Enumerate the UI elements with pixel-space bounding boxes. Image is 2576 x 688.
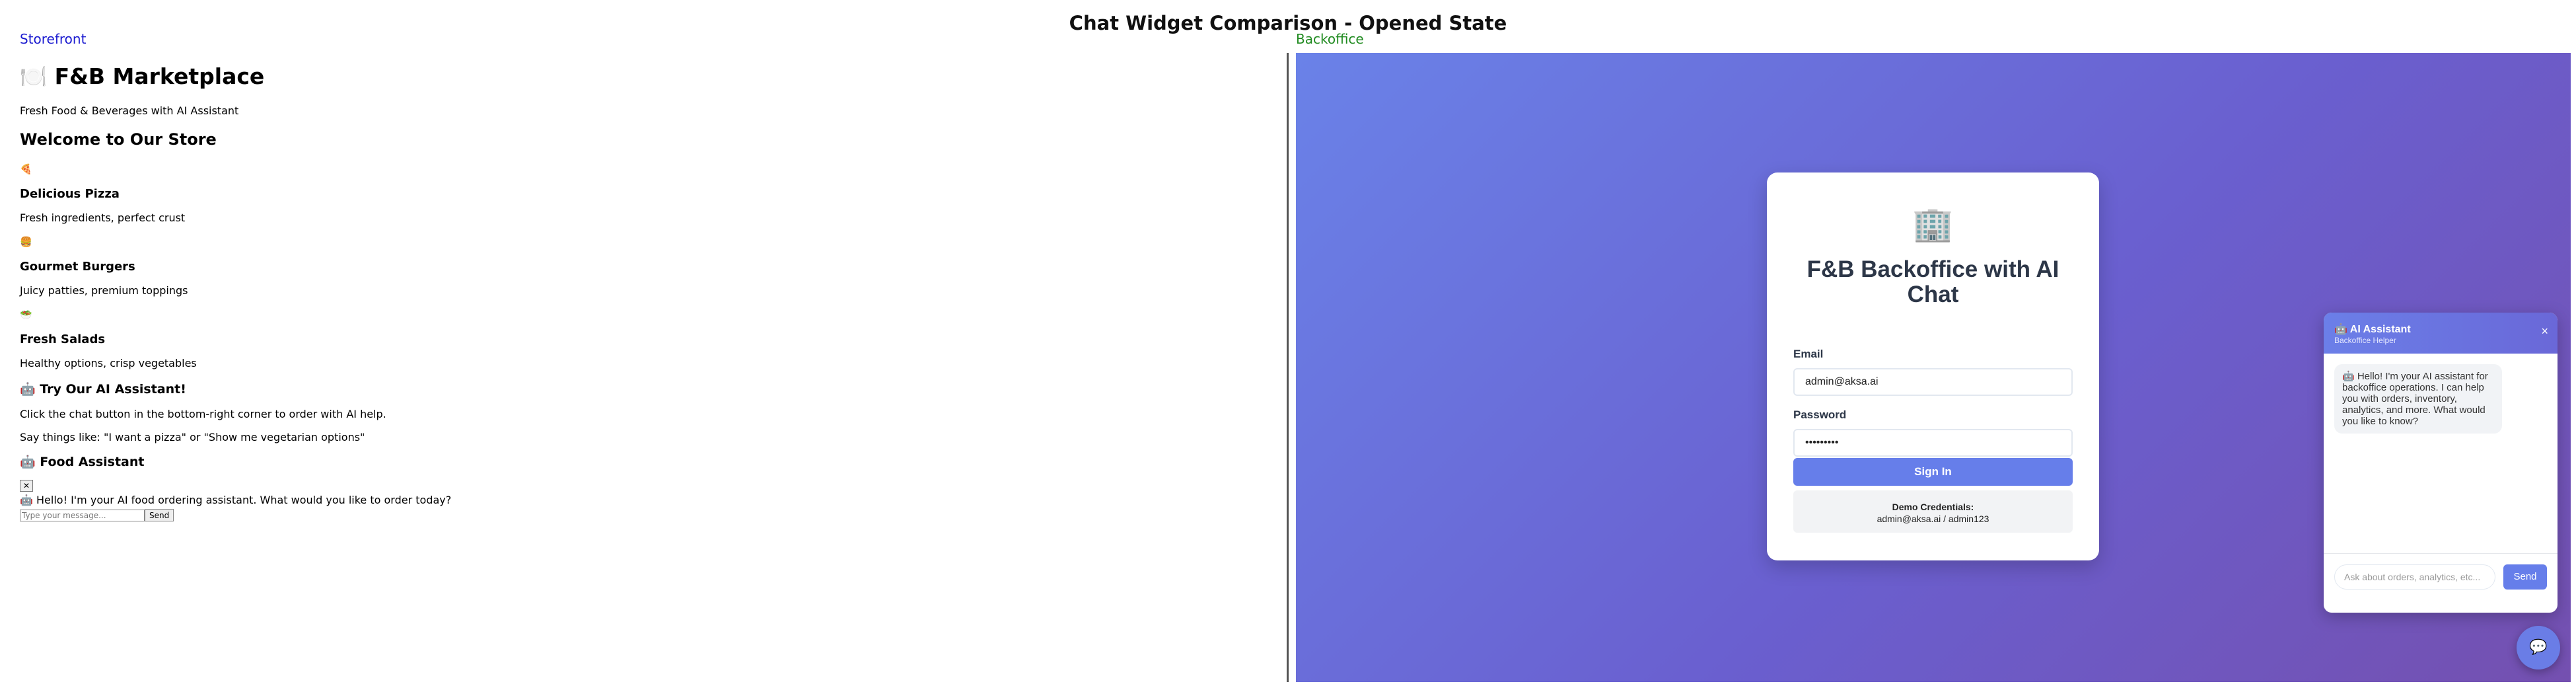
store-tagline: Fresh Food & Beverages with AI Assistant [20,104,239,117]
chat-message: 🤖 Hello! I'm your AI food ordering assis… [20,494,452,506]
product-description: Healthy options, crisp vegetables [20,357,197,369]
pane-divider [1287,53,1289,682]
pizza-icon: 🍕 [20,163,32,175]
store-brand: 🍽️ F&B Marketplace [20,63,265,89]
chat-send-button[interactable]: Send [145,509,174,521]
chat-toggle-button[interactable]: 💬 [2517,626,2560,669]
chat-title: 🤖 AI Assistant [2334,324,2411,335]
salad-icon: 🥗 [20,309,32,321]
storefront-pane: 🍽️ F&B Marketplace Fresh Food & Beverage… [20,63,1262,521]
chat-send-button[interactable]: Send [2503,564,2547,590]
chat-input[interactable] [20,509,145,521]
chat-bubble-icon: 💬 [2529,639,2548,656]
backoffice-pane: 🏢 F&B Backoffice with AI Chat Email admi… [1296,53,2571,682]
demo-credentials: Demo Credentials: admin@aksa.ai / admin1… [1793,490,2073,533]
sign-in-button[interactable]: Sign In [1793,458,2073,486]
assistant-message: 🤖 Hello! I'm your AI assistant for backo… [2334,364,2502,434]
food-assistant-title: 🤖 Food Assistant [20,455,145,469]
password-field[interactable]: ••••••••• [1793,429,2073,457]
password-label: Password [1793,408,1847,421]
ai-assistant-heading: 🤖 Try Our AI Assistant! [20,382,186,397]
chat-footer: Ask about orders, analytics, etc... Send [2324,553,2558,613]
login-card: 🏢 F&B Backoffice with AI Chat Email admi… [1767,172,2099,560]
chat-subtitle: Backoffice Helper [2334,336,2396,345]
product-description: Fresh ingredients, perfect crust [20,211,186,224]
ai-examples: Say things like: "I want a pizza" or "Sh… [20,431,365,443]
building-icon: 🏢 [1912,206,1954,243]
ai-chat-widget: 🤖 AI Assistant Backoffice Helper × 🤖 Hel… [2324,313,2558,613]
chat-input-row: Send [20,509,1262,521]
chat-close-button[interactable]: ✕ [20,480,34,492]
chat-input[interactable]: Ask about orders, analytics, etc... [2334,564,2495,590]
product-name: Gourmet Burgers [20,260,135,274]
email-field[interactable]: admin@aksa.ai [1793,368,2073,396]
ai-instructions: Click the chat button in the bottom-righ… [20,408,386,420]
welcome-heading: Welcome to Our Store [20,130,217,149]
demo-value: admin@aksa.ai / admin123 [1877,514,1989,524]
demo-title: Demo Credentials: [1892,502,1974,512]
product-name: Fresh Salads [20,332,106,346]
burger-icon: 🍔 [20,236,32,248]
product-name: Delicious Pizza [20,187,120,201]
backoffice-label: Backoffice [1296,31,1364,47]
storefront-label: Storefront [20,31,87,47]
product-description: Juicy patties, premium toppings [20,284,188,297]
login-title: F&B Backoffice with AI Chat [1807,256,2059,307]
close-icon[interactable]: × [2541,325,2548,338]
chat-header: 🤖 AI Assistant Backoffice Helper × [2324,313,2558,354]
page-title: Chat Widget Comparison - Opened State [1069,12,1507,34]
email-label: Email [1793,348,1824,360]
